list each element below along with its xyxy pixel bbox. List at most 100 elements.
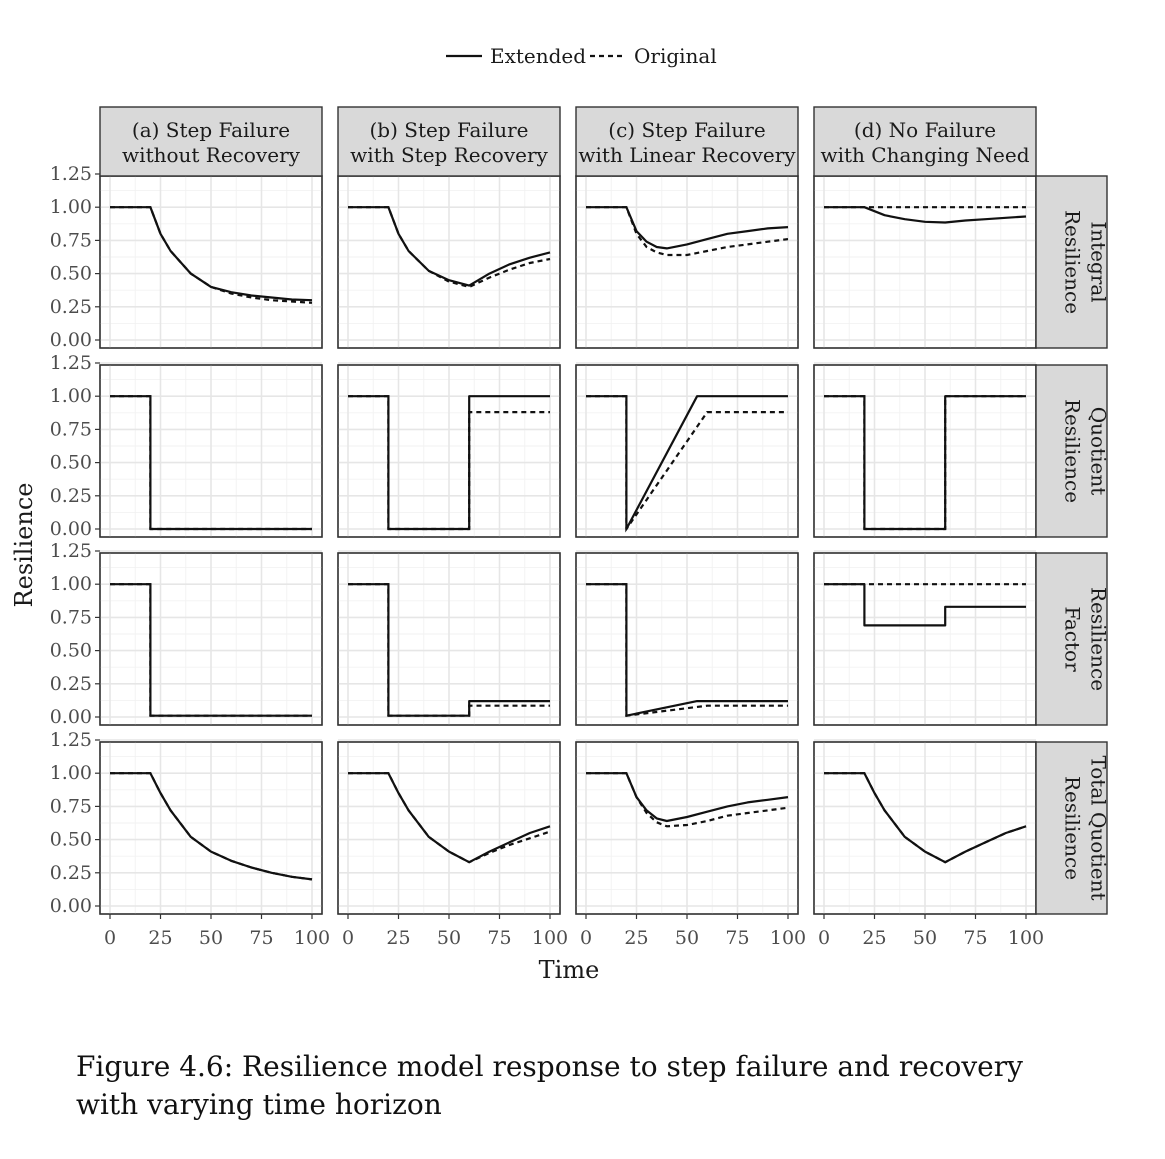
panel-r2-c2 xyxy=(337,362,561,538)
x-tick-label: 25 xyxy=(624,927,648,949)
panel-r4-c4 xyxy=(813,739,1037,915)
series-extended-line xyxy=(110,772,313,881)
x-tick-label: 50 xyxy=(199,927,223,949)
series-original-line xyxy=(586,772,789,828)
panel-r3-c1 xyxy=(99,550,323,726)
panel-border xyxy=(337,364,561,538)
y-tick-label: 1.25 xyxy=(50,352,92,374)
strip-background xyxy=(575,106,799,177)
panel-r1-c4 xyxy=(813,173,1037,349)
y-tick-label: 0.50 xyxy=(50,640,92,662)
x-tick-label: 0 xyxy=(580,927,592,949)
panel-border xyxy=(337,552,561,726)
row-strips: IntegralResilienceQuotientResilienceResi… xyxy=(1035,175,1111,915)
series-extended-line xyxy=(586,583,788,717)
y-tick-label: 1.00 xyxy=(50,573,92,595)
x-tick-label: 0 xyxy=(818,927,830,949)
panel-r2-c4 xyxy=(813,362,1037,538)
x-tick-label: 50 xyxy=(913,927,937,949)
series-extended-line xyxy=(586,395,788,531)
row-strip-label: Resilience xyxy=(1061,776,1085,880)
y-tick-label: 0.25 xyxy=(50,673,92,695)
series-extended-line xyxy=(824,395,1026,531)
legend-item-extended: Extended xyxy=(446,44,586,68)
strip-background xyxy=(99,106,323,177)
series-extended-line xyxy=(586,772,789,823)
series-extended-line xyxy=(824,583,1026,627)
strip-background xyxy=(1035,175,1108,349)
resilience-figure: Extended Original (a) Step Failurewithout… xyxy=(10,44,1111,984)
row-strip-label: Resilience xyxy=(1087,587,1111,691)
column-strip-label: with Changing Need xyxy=(821,143,1030,167)
x-tick-label: 100 xyxy=(770,927,806,949)
panel-border xyxy=(99,552,323,726)
panel-r2-c3 xyxy=(575,362,799,538)
x-tick-label: 25 xyxy=(386,927,410,949)
y-tick-label: 0.75 xyxy=(50,606,92,628)
row-strip-label: Resilience xyxy=(1061,399,1085,503)
y-tick-label: 1.00 xyxy=(50,762,92,784)
panel-r3-c2 xyxy=(337,550,561,726)
series-extended-line xyxy=(110,206,313,302)
y-tick-label: 0.75 xyxy=(50,795,92,817)
x-tick-label: 50 xyxy=(437,927,461,949)
legend: Extended Original xyxy=(446,44,717,68)
column-strip-label: (d) No Failure xyxy=(854,118,996,142)
axes: 0.000.250.500.751.001.250.000.250.500.75… xyxy=(50,163,1044,949)
x-tick-label: 75 xyxy=(725,927,749,949)
series-extended-line xyxy=(110,395,312,531)
strip-background xyxy=(1035,552,1108,726)
panel-r1-c1 xyxy=(99,173,323,349)
panel-border xyxy=(575,364,799,538)
strip-background xyxy=(1035,741,1108,915)
y-tick-label: 1.00 xyxy=(50,196,92,218)
panel-r2-c1 xyxy=(99,362,323,538)
series-extended-line xyxy=(824,772,1027,864)
x-tick-label: 25 xyxy=(148,927,172,949)
column-strip-label: with Step Recovery xyxy=(350,143,548,167)
y-tick-label: 0.75 xyxy=(50,229,92,251)
y-tick-label: 0.25 xyxy=(50,862,92,884)
column-strip-label: with Linear Recovery xyxy=(578,143,796,167)
strip-background xyxy=(813,106,1037,177)
panel-r1-c3 xyxy=(575,173,799,349)
y-tick-label: 0.00 xyxy=(50,329,92,351)
column-strip-label: without Recovery xyxy=(122,143,301,167)
series-extended-line xyxy=(348,772,551,864)
series-extended-line xyxy=(824,206,1027,224)
row-strip-label: Resilience xyxy=(1061,210,1085,314)
x-tick-label: 0 xyxy=(342,927,354,949)
legend-label: Original xyxy=(634,44,717,68)
column-strip-label: (b) Step Failure xyxy=(369,118,528,142)
panel-r4-c3 xyxy=(575,739,799,915)
row-strip-label: Quotient xyxy=(1087,407,1111,496)
y-tick-label: 1.25 xyxy=(50,729,92,751)
y-tick-label: 0.25 xyxy=(50,296,92,318)
column-strip-label: (a) Step Failure xyxy=(132,118,290,142)
series-extended-line xyxy=(110,583,312,717)
y-tick-label: 0.50 xyxy=(50,829,92,851)
y-tick-label: 1.00 xyxy=(50,385,92,407)
y-tick-label: 0.50 xyxy=(50,263,92,285)
y-tick-label: 0.75 xyxy=(50,418,92,440)
y-tick-label: 0.25 xyxy=(50,485,92,507)
legend-label: Extended xyxy=(490,44,586,68)
row-strip-label: Factor xyxy=(1061,606,1085,672)
series-extended-line xyxy=(348,583,550,717)
row-strip-label: Integral xyxy=(1087,221,1111,302)
panel-r3-c3 xyxy=(575,550,799,726)
y-tick-label: 1.25 xyxy=(50,163,92,185)
y-tick-label: 0.00 xyxy=(50,706,92,728)
panel-r3-c4 xyxy=(813,550,1037,726)
x-tick-label: 75 xyxy=(963,927,987,949)
x-tick-label: 100 xyxy=(532,927,568,949)
series-extended-line xyxy=(586,206,789,250)
strip-background xyxy=(337,106,561,177)
